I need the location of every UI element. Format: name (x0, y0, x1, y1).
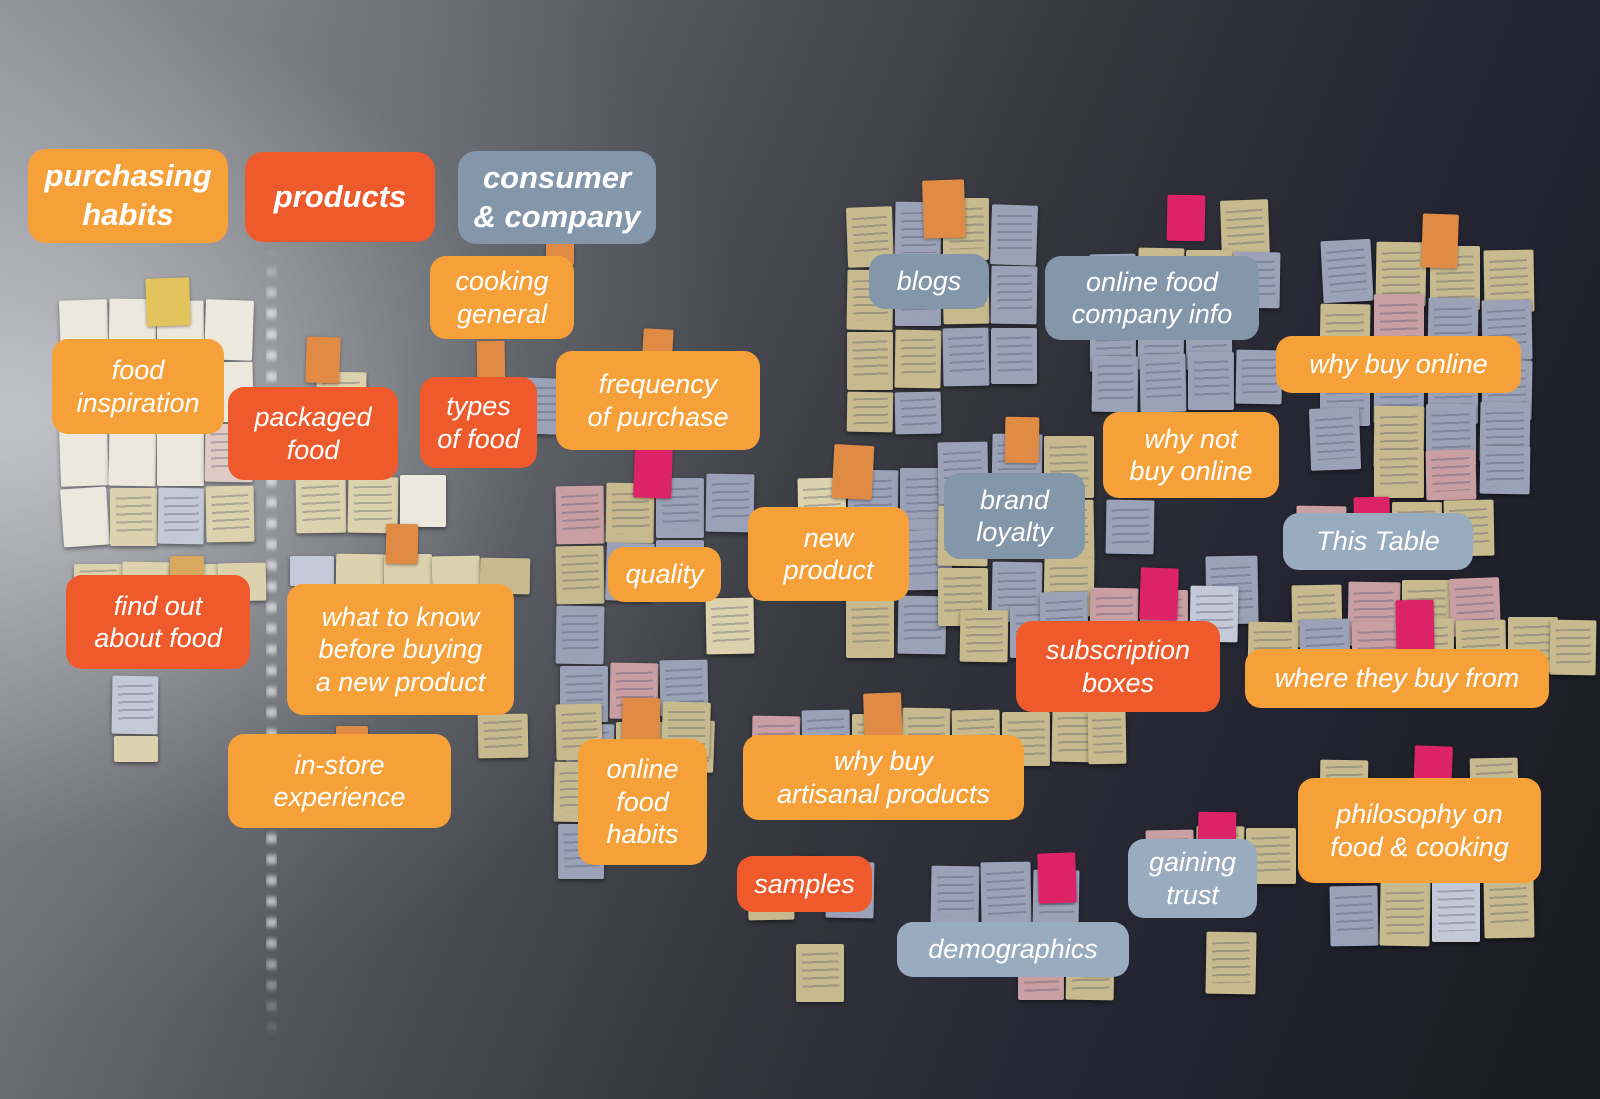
label-frequency-of-purchase: frequency of purchase (556, 351, 760, 450)
sticky-note (555, 605, 605, 665)
label-food-inspiration: food inspiration (52, 339, 224, 434)
label-quality: quality (608, 547, 721, 602)
sticky-note (1308, 407, 1362, 471)
sticky-note (1205, 931, 1257, 995)
sticky-tab (633, 445, 673, 499)
sticky-note (894, 391, 942, 435)
sticky-note (846, 598, 894, 658)
sticky-note (1091, 355, 1139, 413)
label-why-buy-online: why buy online (1276, 336, 1521, 393)
sticky-note (1087, 709, 1127, 765)
label-online-food-company-info: online food company info (1045, 256, 1259, 340)
sticky-tab (1139, 567, 1179, 621)
sticky-note (114, 736, 158, 762)
sticky-tab (1395, 599, 1435, 657)
sticky-tab (1421, 213, 1459, 269)
sticky-note (1432, 880, 1480, 942)
label-demographics: demographics (897, 922, 1129, 977)
label-cooking-general: cooking general (430, 256, 574, 339)
sticky-note (930, 865, 980, 927)
sticky-note (1379, 881, 1431, 947)
label-where-they-buy-from: where they buy from (1245, 649, 1549, 708)
label-why-not-buy-online: why not buy online (1103, 412, 1279, 498)
sticky-tab (922, 179, 966, 239)
label-online-food-habits: online food habits (578, 739, 707, 865)
sticky-note (60, 486, 110, 548)
sticky-tab (1166, 194, 1206, 242)
sticky-note (205, 485, 255, 543)
sticky-note (111, 675, 159, 735)
sticky-note (991, 328, 1037, 384)
sticky-tab (385, 523, 419, 565)
sticky-tab (145, 277, 191, 327)
sticky-note (1479, 445, 1531, 495)
sticky-note (1139, 353, 1187, 413)
sticky-note (796, 944, 844, 1002)
label-philosophy-on-food-cooking: philosophy on food & cooking (1298, 778, 1541, 883)
header-label-purchasing-habits: purchasing habits (28, 149, 228, 243)
label-find-out-about-food: find out about food (66, 575, 250, 669)
sticky-note (942, 327, 990, 387)
sticky-note (157, 487, 205, 545)
label-what-to-know-before-buying: what to know before buying a new product (287, 584, 514, 715)
sticky-note (108, 425, 157, 487)
sticky-tab (831, 443, 875, 501)
sticky-note (894, 329, 942, 389)
sticky-note (1374, 450, 1424, 498)
label-new-product: new product (748, 507, 909, 601)
sticky-tab (1004, 416, 1040, 464)
header-label-products: products (245, 152, 435, 242)
sticky-note (110, 488, 157, 546)
sticky-note (959, 609, 1009, 663)
sticky-note (400, 475, 446, 527)
sticky-note (1329, 885, 1379, 947)
sticky-tab (305, 336, 341, 384)
label-brand-loyalty: brand loyalty (944, 473, 1085, 559)
sticky-note (989, 204, 1039, 266)
sticky-note (847, 332, 893, 390)
label-samples: samples (737, 856, 872, 912)
label-in-store-experience: in-store experience (228, 734, 451, 828)
sticky-note (58, 425, 110, 487)
sticky-note (990, 265, 1038, 325)
sticky-note (980, 861, 1032, 927)
sticky-note (1549, 619, 1597, 676)
sticky-note (705, 597, 755, 655)
sticky-tab (1037, 852, 1077, 904)
sticky-note (1105, 499, 1155, 555)
sticky-note (1483, 877, 1535, 939)
label-gaining-trust: gaining trust (1128, 839, 1257, 918)
sticky-note (290, 556, 334, 586)
header-label-consumer-company: consumer & company (458, 151, 656, 244)
label-blogs: blogs (869, 254, 989, 309)
sticky-note (1425, 449, 1477, 501)
sticky-note (1188, 352, 1234, 410)
sticky-note (1320, 238, 1374, 304)
dotted-divider-line (266, 246, 277, 1046)
sticky-note (157, 426, 204, 486)
label-packaged-food: packaged food (228, 387, 398, 480)
sticky-note (555, 485, 605, 545)
sticky-note (555, 545, 605, 605)
label-types-of-food: types of food (420, 377, 537, 468)
label-this-table: This Table (1283, 513, 1473, 570)
label-why-buy-artisanal-products: why buy artisanal products (743, 735, 1024, 820)
sticky-note (477, 713, 529, 759)
label-subscription-boxes: subscription boxes (1016, 621, 1220, 712)
sticky-note (846, 391, 894, 433)
sticky-note (295, 476, 347, 534)
